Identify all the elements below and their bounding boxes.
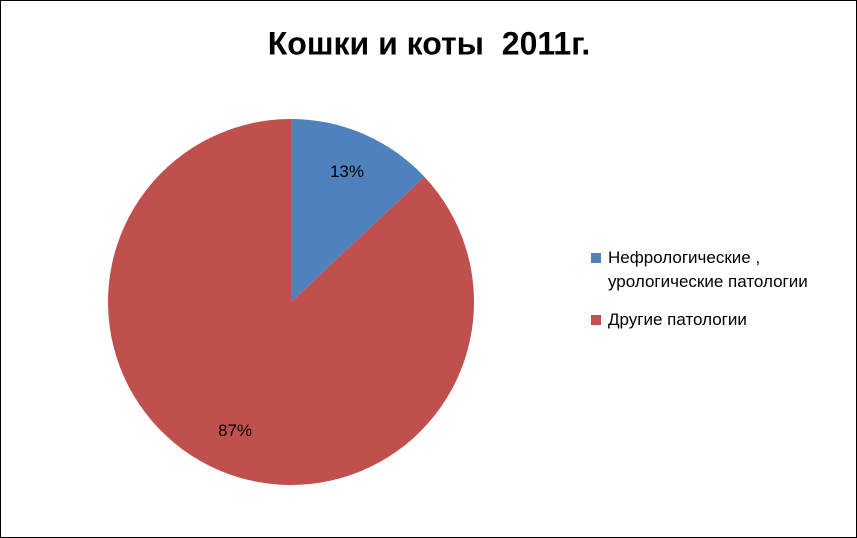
pie-slice xyxy=(291,119,425,302)
data-label: 13% xyxy=(330,162,364,181)
legend-item: Нефрологические , урологические патологи… xyxy=(591,246,846,294)
legend-label: Другие патологии xyxy=(608,310,747,329)
data-label: 87% xyxy=(218,421,252,440)
pie-slice xyxy=(107,119,474,486)
legend-label: Нефрологические , урологические патологи… xyxy=(608,248,808,291)
chart-title: Кошки и коты 2011г. xyxy=(268,25,590,61)
legend-swatch xyxy=(591,253,601,263)
legend-swatch xyxy=(591,315,601,325)
legend-item: Другие патологии xyxy=(591,308,846,332)
legend: Нефрологические , урологические патологи… xyxy=(591,246,846,346)
